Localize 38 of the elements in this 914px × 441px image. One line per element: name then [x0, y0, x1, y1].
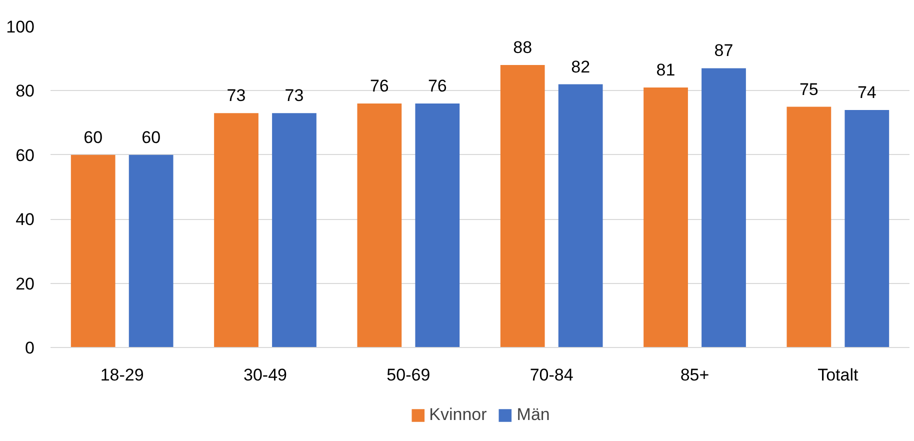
bar [500, 65, 545, 348]
bar [272, 113, 316, 348]
x-tick-label: 30-49 [244, 366, 287, 384]
bar [558, 84, 603, 348]
bar [844, 110, 890, 348]
y-tick-label: 20 [16, 274, 35, 294]
data-label: 73 [284, 86, 304, 106]
data-label: 76 [428, 76, 447, 96]
y-tick-label: 0 [25, 338, 35, 358]
data-label: 73 [226, 86, 246, 106]
legend-label: Kvinnor [429, 405, 487, 425]
data-label: 60 [84, 128, 103, 147]
bar [214, 113, 258, 348]
y-tick-label: 100 [6, 18, 35, 36]
data-label: 60 [142, 128, 161, 147]
x-tick-label: 50-69 [386, 366, 430, 384]
x-tick-label: 18-29 [100, 366, 144, 384]
data-label: 81 [656, 60, 676, 80]
legend-label: Män [516, 405, 550, 425]
data-label: 87 [714, 41, 734, 60]
x-tick-label: Totalt [818, 366, 859, 384]
bar [357, 104, 402, 348]
y-tick-label: 60 [16, 146, 35, 165]
y-tick-label: 40 [16, 210, 35, 230]
data-label: 76 [370, 76, 389, 96]
bar [415, 104, 460, 348]
bar [128, 154, 174, 348]
data-label: 82 [571, 57, 590, 76]
bar [786, 106, 832, 348]
bar [70, 154, 116, 348]
bar [702, 68, 746, 348]
x-tick-label: 85+ [680, 366, 710, 384]
bar [644, 87, 688, 348]
data-label: 88 [513, 38, 532, 58]
y-tick-label: 80 [16, 82, 35, 101]
data-label: 74 [857, 82, 876, 102]
data-label: 75 [799, 80, 818, 99]
x-tick-label: 70-84 [530, 366, 574, 384]
